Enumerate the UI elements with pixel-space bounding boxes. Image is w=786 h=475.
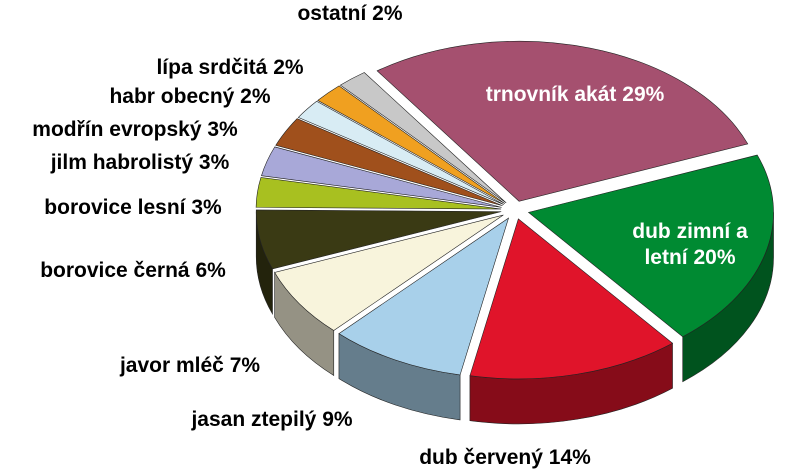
slice: [261, 146, 502, 208]
value-label: 9%: [322, 407, 353, 431]
slice: [376, 40, 749, 202]
category-label: jilm habrolistý: [50, 150, 194, 174]
slice-label: ostatní 2%: [297, 1, 402, 27]
category-label: dub červený: [419, 445, 543, 469]
slice: [317, 85, 506, 204]
slice-label: jasan ztepilý 9%: [191, 407, 352, 433]
slice-label: habr obecný 2%: [109, 84, 270, 110]
slice-label: borovice lesní 3%: [44, 195, 221, 221]
slice: [338, 217, 510, 376]
value-label: 3%: [207, 117, 238, 141]
slice: [527, 154, 774, 338]
slice-label: lípa srdčitá 2%: [156, 55, 303, 81]
slice-label: javor mléč 7%: [120, 353, 260, 379]
category-label: modřín evropský: [32, 117, 202, 141]
value-label: 2%: [273, 55, 304, 79]
slice: [469, 218, 674, 380]
category-label: javor mléč: [119, 353, 224, 377]
category-label: ostatní: [297, 1, 367, 25]
value-label: 14%: [548, 445, 591, 469]
value-label: 2%: [240, 84, 271, 108]
slice: [255, 209, 502, 270]
category-label: trnovník akát: [485, 82, 617, 106]
value-label: 7%: [229, 353, 261, 377]
category-label: jasan ztepilý: [191, 407, 317, 431]
value-label: 3%: [191, 195, 222, 219]
slice: [274, 214, 504, 331]
slice-label: borovice černá 6%: [40, 258, 226, 284]
category-label: dub zimní a letní: [632, 219, 748, 269]
slice-label: dub zimní a letní 20%: [620, 219, 760, 272]
category-label: lípa srdčitá: [156, 55, 268, 79]
slice-label: jilm habrolistý 3%: [51, 150, 230, 176]
value-label: 3%: [198, 150, 230, 174]
slice: [275, 118, 503, 207]
value-label: 2%: [372, 1, 403, 25]
slice: [297, 100, 504, 205]
value-label: 20%: [693, 246, 736, 269]
slice-label: modřín evropský 3%: [32, 117, 237, 143]
slice-label: trnovník akát 29%: [486, 82, 665, 108]
category-label: borovice černá: [40, 258, 190, 282]
slice: [255, 177, 502, 210]
value-label: 6%: [195, 258, 226, 282]
slice: [339, 72, 507, 204]
value-label: 29%: [622, 82, 665, 106]
category-label: borovice lesní: [44, 195, 186, 219]
category-label: habr obecný: [109, 84, 235, 108]
slice-label: dub červený 14%: [419, 445, 591, 471]
